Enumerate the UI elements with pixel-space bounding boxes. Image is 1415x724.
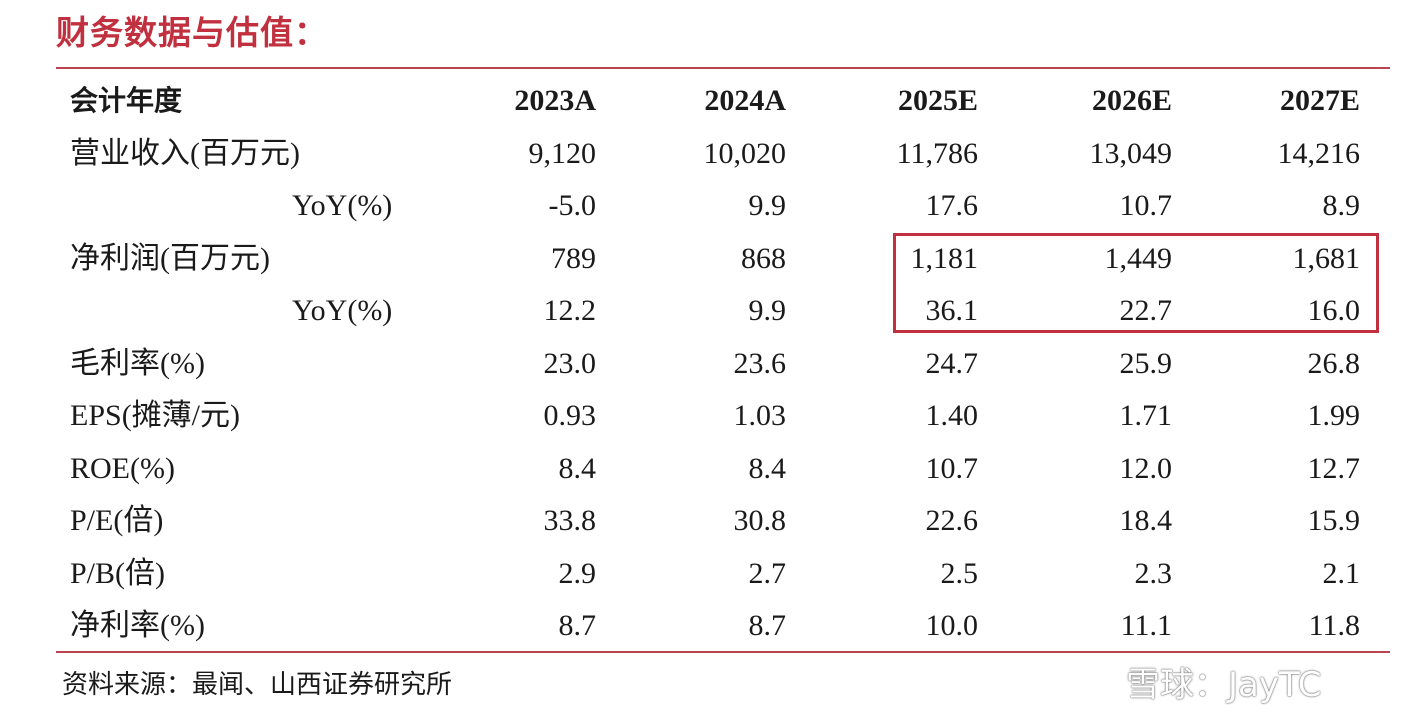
table-cell: 9.9 bbox=[748, 189, 787, 222]
table-row: 净利率(%) 8.7 8.7 10.0 11.1 11.8 bbox=[56, 600, 1390, 653]
snowball-logo-icon bbox=[1071, 659, 1115, 703]
table-cell: 1.03 bbox=[733, 399, 787, 432]
table-cell: 8.4 bbox=[558, 451, 597, 485]
table-cell: 22.6 bbox=[925, 504, 979, 537]
table-row: P/B(倍) 2.9 2.7 2.5 2.3 2.1 bbox=[56, 548, 1390, 601]
header-year: 2024A bbox=[704, 84, 786, 117]
table-cell: 2.1 bbox=[1322, 556, 1361, 590]
table-cell: 0.93 bbox=[543, 399, 597, 432]
table-cell: 1.40 bbox=[925, 399, 979, 432]
row-label: YoY(%) bbox=[292, 294, 393, 327]
row-label: P/E(倍) bbox=[70, 504, 164, 537]
table-cell: 2.5 bbox=[940, 556, 979, 590]
table-cell: 26.8 bbox=[1307, 346, 1361, 380]
table-row: 毛利率(%) 23.0 23.6 24.7 25.9 26.8 bbox=[56, 338, 1390, 391]
table-cell: 14,216 bbox=[1277, 136, 1361, 170]
table-cell: 36.1 bbox=[925, 294, 979, 327]
table-cell: 23.6 bbox=[733, 346, 787, 380]
table-cell: 11.1 bbox=[1120, 609, 1172, 642]
table-cell: 868 bbox=[741, 241, 786, 275]
source-note: 资料来源：最闻、山西证券研究所 bbox=[62, 670, 453, 700]
row-label: EPS(摊薄/元) bbox=[70, 399, 241, 432]
table-cell: 2.9 bbox=[558, 556, 597, 590]
table-cell: 11,786 bbox=[896, 136, 978, 170]
table-cell: 10.0 bbox=[925, 609, 979, 642]
header-year: 2026E bbox=[1091, 84, 1172, 117]
row-label: 营业收入(百万元) bbox=[70, 136, 300, 170]
header-year: 2023A bbox=[514, 84, 596, 117]
table-cell: 23.0 bbox=[543, 346, 597, 380]
financial-table: 会计年度 2023A 2024A 2025E 2026E 2027E 营业收入(… bbox=[56, 75, 1390, 653]
row-label: YoY(%) bbox=[292, 189, 393, 222]
header-year: 2025E bbox=[897, 84, 978, 117]
table-row: YoY(%) -5.0 9.9 17.6 10.7 8.9 bbox=[56, 180, 1390, 233]
header-year: 2027E bbox=[1279, 84, 1360, 117]
table-header-row: 会计年度 2023A 2024A 2025E 2026E 2027E bbox=[56, 75, 1390, 128]
table-cell: 10.7 bbox=[925, 451, 979, 485]
watermark-text: 雪球：JayTC bbox=[1126, 664, 1322, 705]
table-cell: 9,120 bbox=[528, 136, 597, 170]
table-cell: 22.7 bbox=[1119, 294, 1173, 327]
table-cell: 10,020 bbox=[703, 136, 787, 170]
table-cell: 2.3 bbox=[1134, 556, 1173, 590]
row-label: 净利润(百万元) bbox=[70, 241, 270, 275]
header-label: 会计年度 bbox=[70, 84, 183, 117]
table-cell: 10.7 bbox=[1119, 189, 1173, 222]
table-cell: 33.8 bbox=[543, 504, 597, 537]
table-cell: 24.7 bbox=[925, 346, 979, 380]
row-label: ROE(%) bbox=[70, 451, 175, 485]
table-bottom-rule bbox=[56, 651, 1390, 653]
table-row: YoY(%) 12.2 9.9 36.1 22.7 16.0 bbox=[56, 285, 1390, 338]
table-cell: -5.0 bbox=[548, 189, 597, 222]
table-cell: 8.4 bbox=[748, 451, 787, 485]
table-cell: 1.99 bbox=[1307, 399, 1361, 432]
page-title: 财务数据与估值： bbox=[56, 13, 328, 52]
table-top-rule bbox=[56, 67, 1390, 69]
table-cell: 30.8 bbox=[733, 504, 787, 537]
table-cell: 17.6 bbox=[925, 189, 979, 222]
table-cell: 1.71 bbox=[1119, 399, 1173, 432]
table-row: 营业收入(百万元) 9,120 10,020 11,786 13,049 14,… bbox=[56, 128, 1390, 181]
table-row: P/E(倍) 33.8 30.8 22.6 18.4 15.9 bbox=[56, 495, 1390, 548]
forecast-highlight-box bbox=[893, 233, 1379, 333]
table-cell: 13,049 bbox=[1089, 136, 1173, 170]
table-cell: 1,181 bbox=[910, 241, 979, 275]
table-cell: 2.7 bbox=[748, 556, 787, 590]
table-cell: 8.7 bbox=[748, 609, 787, 642]
table-cell: 12.0 bbox=[1119, 451, 1173, 485]
table-cell: 16.0 bbox=[1307, 294, 1361, 327]
table-cell: 789 bbox=[551, 241, 596, 275]
table-cell: 12.7 bbox=[1307, 451, 1361, 485]
row-label: P/B(倍) bbox=[70, 556, 166, 590]
table-cell: 9.9 bbox=[748, 294, 787, 327]
table-cell: 15.9 bbox=[1307, 504, 1361, 537]
row-label: 净利率(%) bbox=[70, 609, 205, 642]
table-row: ROE(%) 8.4 8.4 10.7 12.0 12.7 bbox=[56, 443, 1390, 496]
table-row: EPS(摊薄/元) 0.93 1.03 1.40 1.71 1.99 bbox=[56, 390, 1390, 443]
table-cell: 8.9 bbox=[1322, 189, 1361, 222]
table-cell: 8.7 bbox=[558, 609, 597, 642]
table-cell: 1,681 bbox=[1292, 241, 1361, 275]
table-cell: 11.8 bbox=[1308, 609, 1360, 642]
table-row: 净利润(百万元) 789 868 1,181 1,449 1,681 bbox=[56, 233, 1390, 286]
row-label: 毛利率(%) bbox=[70, 346, 205, 380]
table-cell: 18.4 bbox=[1119, 504, 1173, 537]
table-cell: 25.9 bbox=[1119, 346, 1173, 380]
table-cell: 1,449 bbox=[1104, 241, 1173, 275]
table-cell: 12.2 bbox=[543, 294, 597, 327]
watermark: 雪球：JayTC bbox=[1070, 652, 1322, 710]
